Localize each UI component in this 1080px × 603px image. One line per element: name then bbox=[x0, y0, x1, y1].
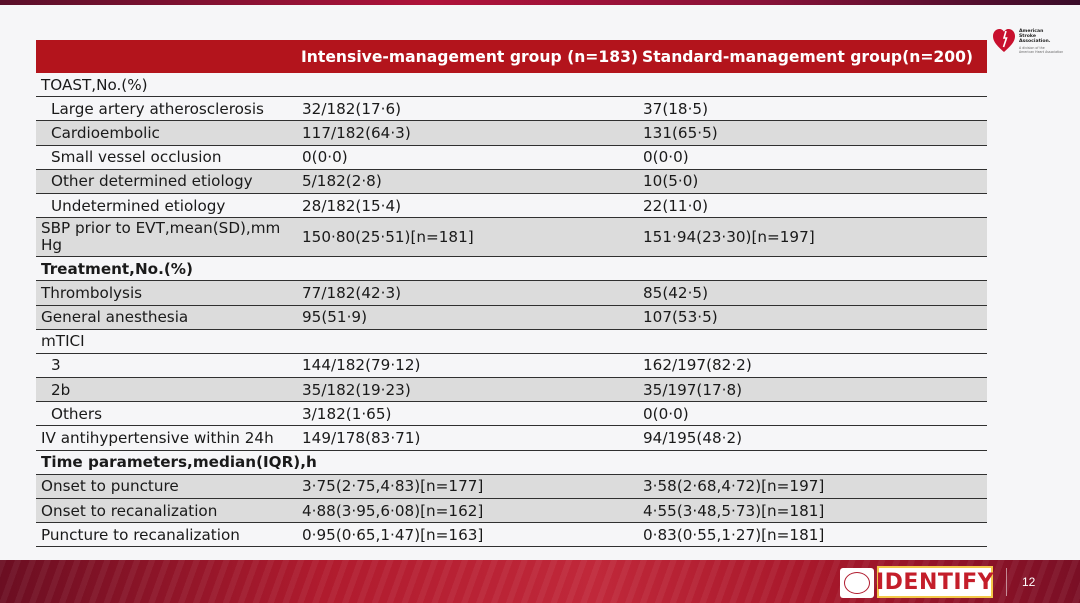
intensive-value: 150·80(25·51)[n=181] bbox=[297, 217, 638, 258]
header-standard-group: Standard-management group(n=200) bbox=[638, 40, 987, 73]
standard-value: 94/195(48·2) bbox=[638, 425, 987, 451]
standard-value: 4·55(3·48,5·73)[n=181] bbox=[638, 498, 987, 524]
row-label: Cardioembolic bbox=[36, 120, 297, 146]
table-header-row: Intensive-management group (n=183) Stand… bbox=[36, 40, 987, 73]
row-label: SBP prior to EVT,mean(SD),mm Hg bbox=[36, 217, 297, 258]
standard-value: 3·58(2·68,4·72)[n=197] bbox=[638, 474, 987, 500]
header-cell-empty bbox=[36, 40, 297, 73]
standard-value bbox=[638, 329, 987, 354]
identify-trial-logo: IDENTIFY bbox=[876, 566, 994, 598]
table-row: Thrombolysis 77/182(42·3) 85(42·5) bbox=[36, 280, 987, 306]
standard-value: 0(0·0) bbox=[638, 401, 987, 427]
standard-value: 162/197(82·2) bbox=[638, 353, 987, 379]
intensive-value bbox=[297, 450, 638, 475]
intensive-value: 3/182(1·65) bbox=[297, 401, 638, 427]
row-label: Small vessel occlusion bbox=[36, 145, 297, 170]
row-label: Undetermined etiology bbox=[36, 193, 297, 219]
row-label: 3 bbox=[36, 353, 297, 379]
table-row: Onset to puncture 3·75(2·75,4·83)[n=177]… bbox=[36, 474, 987, 500]
standard-value: 0(0·0) bbox=[638, 145, 987, 170]
intensive-value bbox=[297, 329, 638, 354]
section-heading: Time parameters,median(IQR),h bbox=[36, 450, 317, 475]
university-seal-icon bbox=[840, 568, 874, 598]
row-label: Onset to recanalization bbox=[36, 498, 297, 524]
table-row: Treatment,No.(%) bbox=[36, 256, 987, 282]
row-label: Onset to puncture bbox=[36, 474, 297, 500]
top-accent-strip bbox=[0, 0, 1080, 5]
table-row: SBP prior to EVT,mean(SD),mm Hg 150·80(2… bbox=[36, 217, 987, 258]
footer-divider bbox=[1006, 568, 1007, 596]
intensive-value: 95(51·9) bbox=[297, 305, 638, 330]
logo-wordmark: American Stroke Association. bbox=[1019, 29, 1051, 45]
table-row: Undetermined etiology 28/182(15·4) 22(11… bbox=[36, 193, 987, 219]
table-row: 3 144/182(79·12) 162/197(82·2) bbox=[36, 353, 987, 379]
standard-value bbox=[638, 450, 987, 475]
table-row: Small vessel occlusion 0(0·0) 0(0·0) bbox=[36, 145, 987, 170]
table-row: Puncture to recanalization 0·95(0·65,1·4… bbox=[36, 522, 987, 548]
table-row: IV antihypertensive within 24h 149/178(8… bbox=[36, 425, 987, 451]
table-row: TOAST,No.(%) bbox=[36, 73, 987, 98]
table-row: mTICI bbox=[36, 329, 987, 354]
intensive-value: 0·95(0·65,1·47)[n=163] bbox=[297, 522, 638, 548]
row-label: Others bbox=[36, 401, 297, 427]
standard-value: 22(11·0) bbox=[638, 193, 987, 219]
intensive-value bbox=[297, 73, 638, 98]
american-stroke-association-logo: American Stroke Association. A division … bbox=[993, 26, 1065, 60]
logo-subtitle: A division of the American Heart Associa… bbox=[1019, 46, 1064, 54]
table-row: Others 3/182(1·65) 0(0·0) bbox=[36, 401, 987, 427]
standard-value: 85(42·5) bbox=[638, 280, 987, 306]
intensive-value bbox=[297, 256, 638, 282]
table-row: 2b 35/182(19·23) 35/197(17·8) bbox=[36, 377, 987, 403]
intensive-value: 32/182(17·6) bbox=[297, 96, 638, 122]
row-label: Other determined etiology bbox=[36, 169, 297, 194]
intensive-value: 35/182(19·23) bbox=[297, 377, 638, 403]
standard-value: 37(18·5) bbox=[638, 96, 987, 122]
intensive-value: 144/182(79·12) bbox=[297, 353, 638, 379]
intensive-value: 117/182(64·3) bbox=[297, 120, 638, 146]
standard-value bbox=[638, 73, 987, 98]
header-intensive-group: Intensive-management group (n=183) bbox=[297, 40, 638, 73]
standard-value: 35/197(17·8) bbox=[638, 377, 987, 403]
standard-value: 131(65·5) bbox=[638, 120, 987, 146]
section-heading: Treatment,No.(%) bbox=[36, 256, 297, 282]
standard-value: 151·94(23·30)[n=197] bbox=[638, 217, 987, 258]
row-label: mTICI bbox=[36, 329, 297, 354]
intensive-value: 149/178(83·71) bbox=[297, 425, 638, 451]
intensive-value: 3·75(2·75,4·83)[n=177] bbox=[297, 474, 638, 500]
standard-value: 10(5·0) bbox=[638, 169, 987, 194]
row-label: TOAST,No.(%) bbox=[36, 73, 297, 98]
heart-torch-icon bbox=[993, 29, 1015, 52]
page-number: 12 bbox=[1022, 575, 1036, 589]
table-row: Other determined etiology 5/182(2·8) 10(… bbox=[36, 169, 987, 194]
table-row: Large artery atherosclerosis 32/182(17·6… bbox=[36, 96, 987, 122]
table-row: General anesthesia 95(51·9) 107(53·5) bbox=[36, 305, 987, 330]
table-row: Time parameters,median(IQR),h bbox=[36, 450, 987, 475]
row-label: General anesthesia bbox=[36, 305, 297, 330]
row-label: Puncture to recanalization bbox=[36, 522, 297, 548]
standard-value: 0·83(0·55,1·27)[n=181] bbox=[638, 522, 987, 548]
table-row: Cardioembolic 117/182(64·3) 131(65·5) bbox=[36, 120, 987, 146]
row-label: 2b bbox=[36, 377, 297, 403]
table-row: Onset to recanalization 4·88(3·95,6·08)[… bbox=[36, 498, 987, 524]
baseline-characteristics-table: Intensive-management group (n=183) Stand… bbox=[36, 40, 987, 548]
intensive-value: 0(0·0) bbox=[297, 145, 638, 170]
row-label: Thrombolysis bbox=[36, 280, 297, 306]
intensive-value: 4·88(3·95,6·08)[n=162] bbox=[297, 498, 638, 524]
row-label: IV antihypertensive within 24h bbox=[36, 425, 297, 451]
standard-value bbox=[638, 256, 987, 282]
standard-value: 107(53·5) bbox=[638, 305, 987, 330]
intensive-value: 77/182(42·3) bbox=[297, 280, 638, 306]
row-label: Large artery atherosclerosis bbox=[36, 96, 297, 122]
intensive-value: 5/182(2·8) bbox=[297, 169, 638, 194]
intensive-value: 28/182(15·4) bbox=[297, 193, 638, 219]
